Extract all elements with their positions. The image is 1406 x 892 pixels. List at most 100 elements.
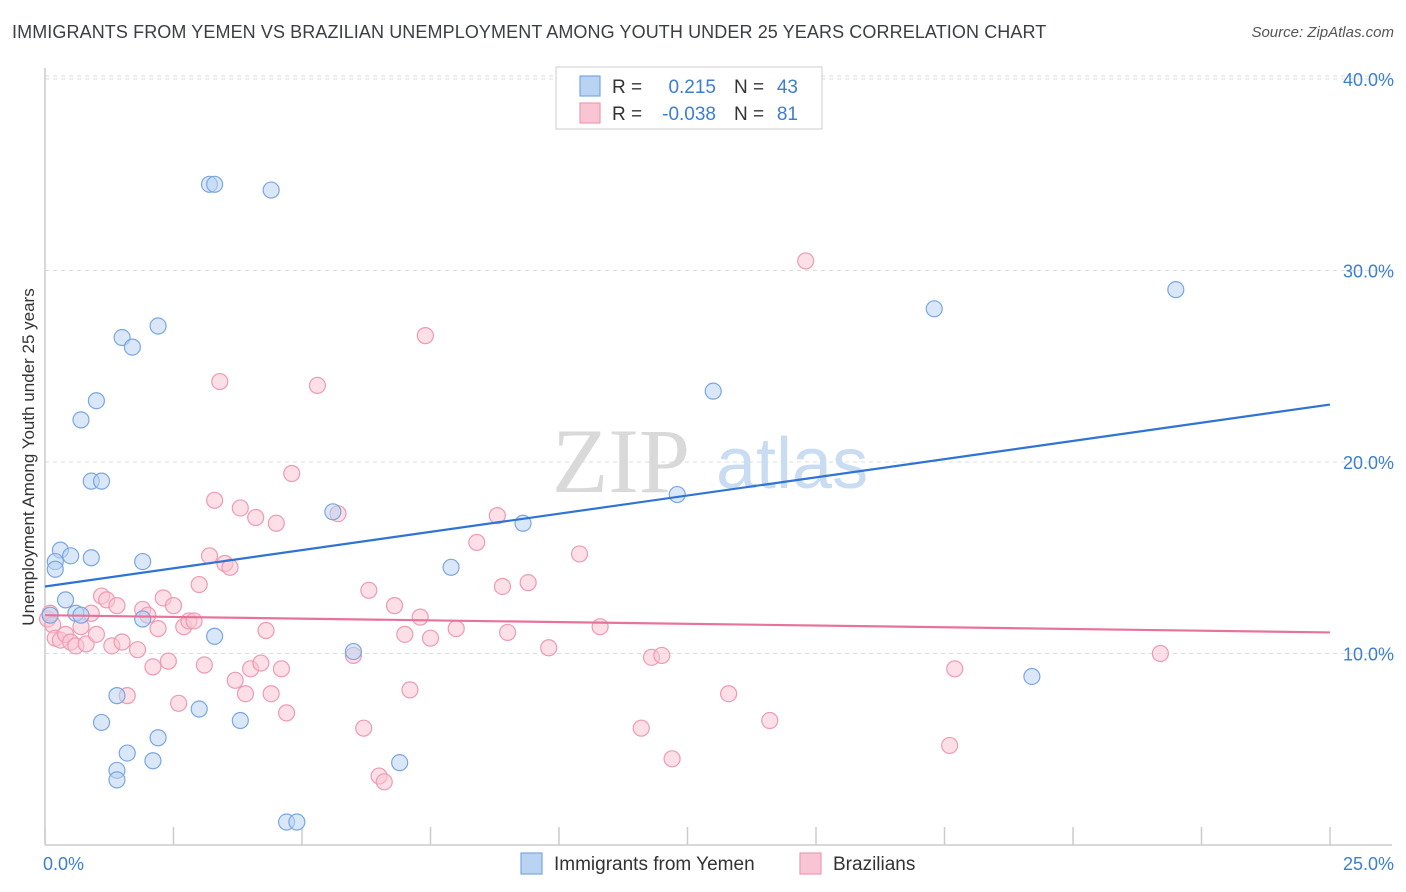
x-tick-label-max: 25.0%	[1343, 854, 1394, 874]
brazil-point	[941, 736, 959, 755]
yemen-point	[1023, 667, 1041, 686]
yemen-point	[108, 687, 126, 705]
bottom-legend-label-yemen: Immigrants from Yemen	[554, 854, 755, 875]
brazil-point	[308, 376, 327, 394]
brazil-points	[38, 252, 1169, 791]
brazil-point	[149, 620, 167, 638]
yemen-trend-line	[44, 403, 1331, 588]
trend-lines	[44, 403, 1331, 634]
brazil-point	[185, 612, 203, 630]
brazil-point	[267, 514, 285, 532]
brazil-point	[1151, 644, 1169, 663]
watermark-zip: ZIP	[552, 410, 690, 512]
legend-swatch-yemen	[579, 75, 601, 97]
y-tick-label: 40.0%	[1343, 70, 1394, 90]
yemen-point	[668, 485, 686, 504]
brazil-point	[797, 252, 815, 270]
yemen-point	[108, 771, 126, 789]
yemen-point	[46, 560, 64, 578]
brazil-point	[247, 508, 265, 527]
x-tick-marks	[44, 827, 1331, 845]
yemen-point	[134, 552, 152, 571]
brazil-point	[113, 633, 131, 651]
yemen-point	[134, 610, 152, 628]
brazil-point	[231, 499, 249, 517]
bottom-legend-swatch-brazil	[799, 852, 822, 875]
brazil-point	[159, 652, 177, 670]
brazil-point	[195, 656, 213, 674]
yemen-point	[704, 382, 722, 400]
brazil-point	[663, 750, 681, 768]
yemen-point	[262, 181, 280, 199]
brazil-trend-line	[44, 614, 1331, 634]
yemen-points	[41, 175, 1185, 831]
x-tick-label-min: 0.0%	[43, 854, 84, 874]
legend-n-label-brazil: N =	[734, 104, 764, 125]
yemen-point	[231, 711, 249, 730]
brazil-point	[632, 719, 650, 737]
yemen-point	[391, 754, 409, 772]
brazil-point	[262, 685, 280, 703]
legend-r-value-brazil: -0.038	[662, 104, 716, 125]
brazil-point	[411, 608, 429, 626]
yemen-point	[82, 549, 100, 567]
legend-r-label-brazil: R =	[612, 104, 642, 125]
brazil-point	[164, 597, 183, 615]
yemen-point	[62, 547, 80, 565]
grid-lines	[45, 75, 1392, 654]
brazil-point	[283, 464, 301, 483]
yemen-point	[92, 472, 111, 490]
watermark: ZIP atlas	[552, 410, 868, 512]
brazil-point	[519, 574, 537, 592]
bottom-legend-label-brazil: Brazilians	[833, 854, 915, 875]
brazil-point	[720, 685, 738, 703]
y-tick-label: 20.0%	[1343, 453, 1394, 473]
y-tick-labels: 10.0% 20.0% 30.0% 40.0%	[1343, 70, 1394, 665]
yemen-point	[149, 729, 167, 747]
bottom-legend-swatch-yemen	[520, 852, 543, 875]
yemen-point	[87, 392, 106, 410]
brazil-point	[226, 671, 244, 689]
brazil-point	[144, 658, 162, 676]
brazil-point	[416, 327, 434, 345]
legend-box: R = 0.215 N = 43 R = -0.038 N = 81	[555, 66, 823, 130]
yemen-point	[72, 411, 90, 429]
brazil-point	[252, 654, 270, 672]
legend-n-value-yemen: 43	[777, 77, 798, 98]
brazil-point	[468, 533, 486, 552]
brazil-point	[257, 621, 275, 640]
brazil-point	[653, 646, 671, 665]
brazil-point	[355, 719, 373, 737]
brazil-point	[385, 597, 404, 615]
brazil-point	[211, 372, 229, 391]
y-axis-label: Unemployment Among Youth under 25 years	[19, 288, 38, 625]
source-credit: Source: ZipAtlas.com	[1251, 24, 1394, 41]
yemen-point	[206, 627, 224, 645]
y-tick-label: 10.0%	[1343, 645, 1394, 665]
yemen-point	[925, 300, 943, 318]
yemen-point	[123, 338, 141, 356]
brazil-point	[591, 618, 609, 636]
brazil-point	[488, 507, 506, 525]
brazil-point	[108, 597, 126, 615]
legend-n-value-brazil: 81	[777, 104, 798, 125]
brazil-point	[946, 660, 964, 678]
brazil-point	[493, 577, 512, 596]
brazil-point	[375, 773, 393, 791]
yemen-point	[118, 744, 136, 762]
brazil-point	[236, 685, 255, 703]
chart-title: IMMIGRANTS FROM YEMEN VS BRAZILIAN UNEMP…	[12, 22, 1047, 42]
brazil-point	[447, 620, 465, 638]
brazil-point	[570, 545, 589, 563]
yemen-point	[206, 175, 224, 193]
brazil-point	[170, 694, 188, 712]
legend-r-value-yemen: 0.215	[668, 77, 716, 98]
brazil-point	[277, 704, 296, 722]
axes	[44, 68, 1392, 846]
brazil-point	[540, 639, 558, 657]
brazil-point	[421, 629, 440, 647]
brazil-point	[761, 711, 779, 730]
yemen-point	[442, 558, 460, 576]
yemen-point	[149, 317, 167, 335]
